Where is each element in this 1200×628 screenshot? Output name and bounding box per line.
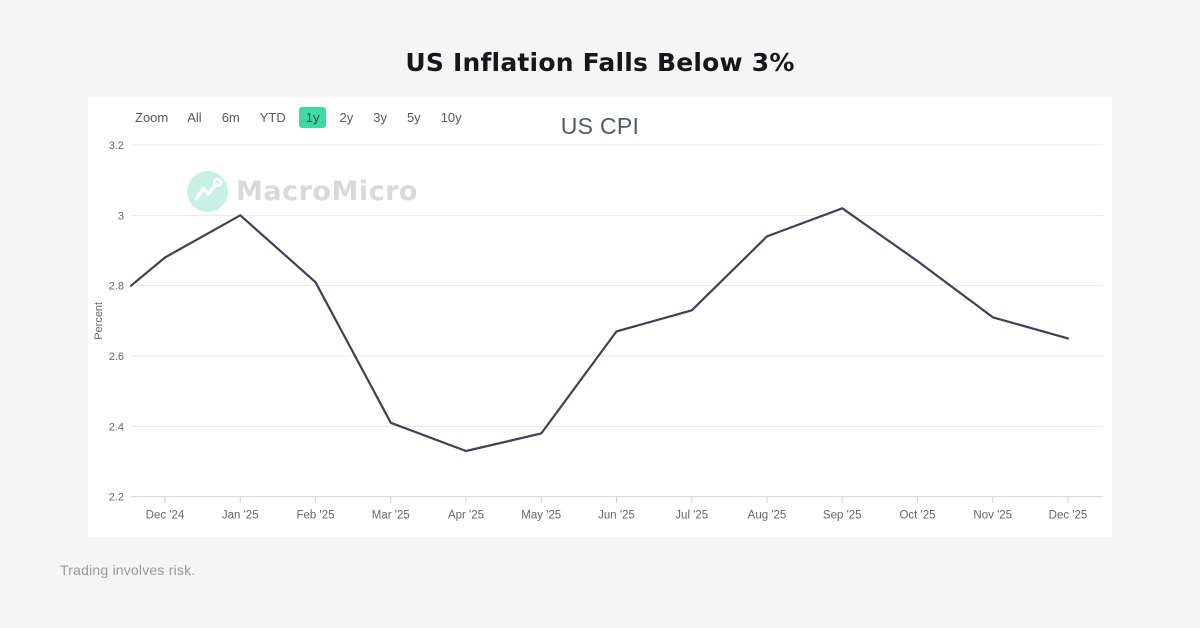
x-tick-label: Jan '25 (222, 510, 259, 522)
cpi-line-chart: 3.2 3 2.8 2.6 2.4 2.2 Dec '24 Jan '25 Feb '25 Mar… (93, 140, 1103, 522)
x-tick-label: Aug '25 (748, 510, 787, 522)
range-button-10y[interactable]: 10y (434, 107, 469, 128)
x-tick-label: May '25 (521, 510, 561, 522)
x-tick-label: Jun '25 (598, 510, 635, 522)
y-tick-label: 3.2 (109, 140, 124, 152)
y-tick-label: 3 (118, 210, 124, 222)
x-tick-label: Mar '25 (372, 510, 410, 522)
watermark: MacroMicro (187, 171, 418, 212)
macromicro-logo-icon (187, 171, 228, 212)
range-button-ytd[interactable]: YTD (253, 107, 293, 128)
range-button-1y[interactable]: 1y (298, 107, 327, 128)
x-tick-label: Apr '25 (448, 510, 484, 522)
x-tick-label: Dec '24 (146, 510, 185, 522)
chart-card: Zoom All 6m YTD 1y 2y 3y 5y 10y US CPI MacroMic… (88, 97, 1112, 537)
zoom-label: Zoom (135, 110, 169, 125)
range-button-2y[interactable]: 2y (332, 107, 360, 128)
y-tick-label: 2.8 (109, 281, 124, 293)
x-tick-label: Nov '25 (973, 510, 1012, 522)
watermark-brand: MacroMicro (236, 176, 418, 207)
cpi-series-line (129, 207, 1070, 453)
x-tick-label: Feb '25 (297, 510, 335, 522)
range-button-5y[interactable]: 5y (400, 107, 428, 128)
y-tick-label: 2.4 (109, 421, 124, 433)
x-tick-label: Jul '25 (675, 510, 708, 522)
disclaimer: Trading involves risk. (60, 562, 196, 578)
y-tick-label: 2.6 (109, 351, 124, 363)
range-button-all[interactable]: All (180, 107, 208, 128)
range-toolbar: Zoom All 6m YTD 1y 2y 3y 5y 10y (135, 107, 469, 128)
x-tick-label: Dec '25 (1049, 510, 1088, 522)
y-tick-label: 2.2 (109, 492, 124, 504)
y-axis-title: Percent (93, 302, 105, 340)
page-title: US Inflation Falls Below 3% (405, 48, 795, 77)
range-button-3y[interactable]: 3y (366, 107, 394, 128)
range-buttons: All 6m YTD 1y 2y 3y 5y 10y (180, 107, 468, 128)
x-tick-label: Oct '25 (899, 510, 935, 522)
range-button-6m[interactable]: 6m (215, 107, 247, 128)
x-tick-label: Sep '25 (823, 510, 862, 522)
